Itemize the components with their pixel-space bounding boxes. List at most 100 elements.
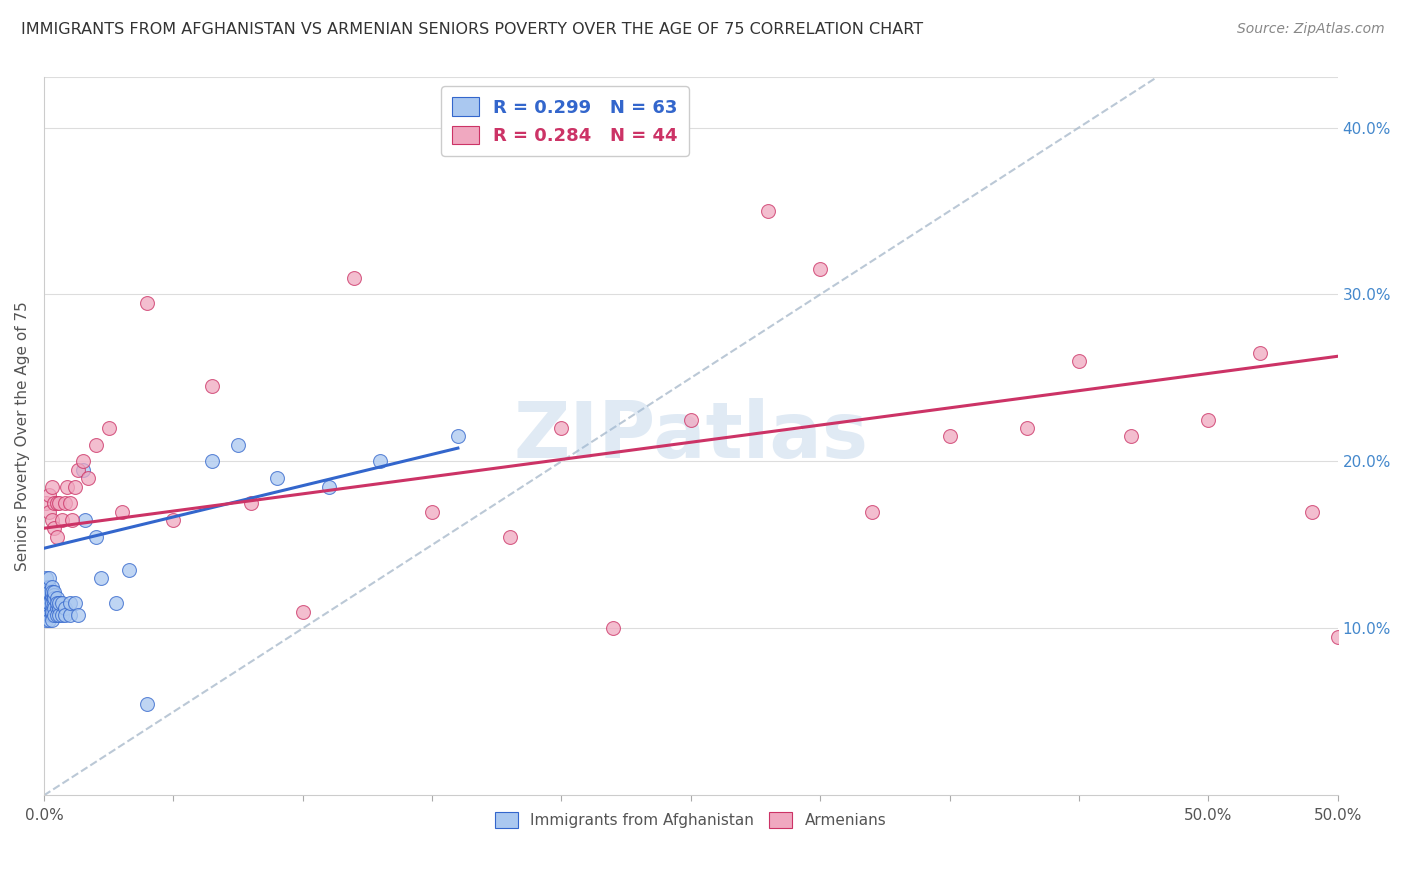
Point: [35, 613, 58, 627]
Point: [53, 601, 76, 615]
Point: [38, 584, 60, 599]
Point: [41, 608, 63, 623]
Point: [38, 504, 60, 518]
Text: ZIPatlas: ZIPatlas: [513, 399, 869, 475]
Point: [60, 513, 83, 527]
Point: [1249, 346, 1271, 360]
Point: [318, 479, 340, 493]
Point: [56, 479, 79, 493]
Point: [110, 504, 132, 518]
Point: [498, 530, 520, 544]
Point: [162, 513, 184, 527]
Point: [72, 463, 94, 477]
Point: [45, 596, 67, 610]
Point: [66, 463, 89, 477]
Point: [602, 622, 624, 636]
Point: [44, 588, 66, 602]
Point: [59, 596, 82, 610]
Point: [201, 379, 224, 393]
Point: [35, 608, 58, 623]
Point: [53, 496, 76, 510]
Point: [51, 513, 73, 527]
Point: [44, 608, 66, 623]
Point: [41, 588, 63, 602]
Point: [266, 471, 288, 485]
Point: [44, 591, 66, 606]
Point: [41, 584, 63, 599]
Point: [118, 563, 141, 577]
Point: [41, 591, 63, 606]
Y-axis label: Seniors Poverty Over the Age of 75: Seniors Poverty Over the Age of 75: [15, 301, 30, 571]
Point: [679, 413, 702, 427]
Point: [291, 605, 314, 619]
Point: [44, 496, 66, 510]
Text: IMMIGRANTS FROM AFGHANISTAN VS ARMENIAN SENIORS POVERTY OVER THE AGE OF 75 CORRE: IMMIGRANTS FROM AFGHANISTAN VS ARMENIAN …: [21, 22, 924, 37]
Point: [136, 296, 159, 310]
Point: [97, 421, 120, 435]
Point: [201, 454, 224, 468]
Point: [35, 605, 58, 619]
Point: [38, 601, 60, 615]
Point: [51, 608, 73, 623]
Point: [45, 608, 67, 623]
Point: [758, 204, 780, 219]
Point: [38, 591, 60, 606]
Point: [41, 580, 63, 594]
Point: [45, 591, 67, 606]
Point: [51, 596, 73, 610]
Point: [38, 613, 60, 627]
Point: [41, 479, 63, 493]
Point: [84, 530, 107, 544]
Point: [35, 591, 58, 606]
Point: [66, 608, 89, 623]
Point: [90, 571, 112, 585]
Point: [38, 488, 60, 502]
Point: [48, 601, 70, 615]
Point: [45, 496, 67, 510]
Point: [35, 596, 58, 610]
Point: [41, 513, 63, 527]
Point: [77, 471, 100, 485]
Point: [75, 513, 97, 527]
Point: [860, 504, 883, 518]
Point: [38, 596, 60, 610]
Point: [35, 571, 58, 585]
Point: [41, 596, 63, 610]
Point: [44, 596, 66, 610]
Point: [136, 697, 159, 711]
Point: [226, 438, 249, 452]
Point: [44, 584, 66, 599]
Point: [38, 608, 60, 623]
Point: [41, 613, 63, 627]
Point: [38, 596, 60, 610]
Point: [41, 605, 63, 619]
Point: [1119, 429, 1142, 443]
Point: [84, 438, 107, 452]
Point: [44, 521, 66, 535]
Point: [420, 504, 443, 518]
Point: [1197, 413, 1219, 427]
Point: [343, 270, 366, 285]
Point: [1067, 354, 1090, 368]
Point: [35, 584, 58, 599]
Point: [48, 596, 70, 610]
Point: [53, 608, 76, 623]
Point: [38, 580, 60, 594]
Point: [38, 588, 60, 602]
Point: [63, 479, 86, 493]
Point: [59, 496, 82, 510]
Point: [1301, 504, 1323, 518]
Point: [72, 454, 94, 468]
Point: [239, 496, 262, 510]
Point: [45, 530, 67, 544]
Point: [35, 580, 58, 594]
Text: Source: ZipAtlas.com: Source: ZipAtlas.com: [1237, 22, 1385, 37]
Point: [48, 608, 70, 623]
Point: [41, 601, 63, 615]
Point: [1017, 421, 1039, 435]
Point: [35, 588, 58, 602]
Legend: Immigrants from Afghanistan, Armenians: Immigrants from Afghanistan, Armenians: [489, 806, 893, 834]
Point: [550, 421, 572, 435]
Point: [59, 608, 82, 623]
Point: [35, 496, 58, 510]
